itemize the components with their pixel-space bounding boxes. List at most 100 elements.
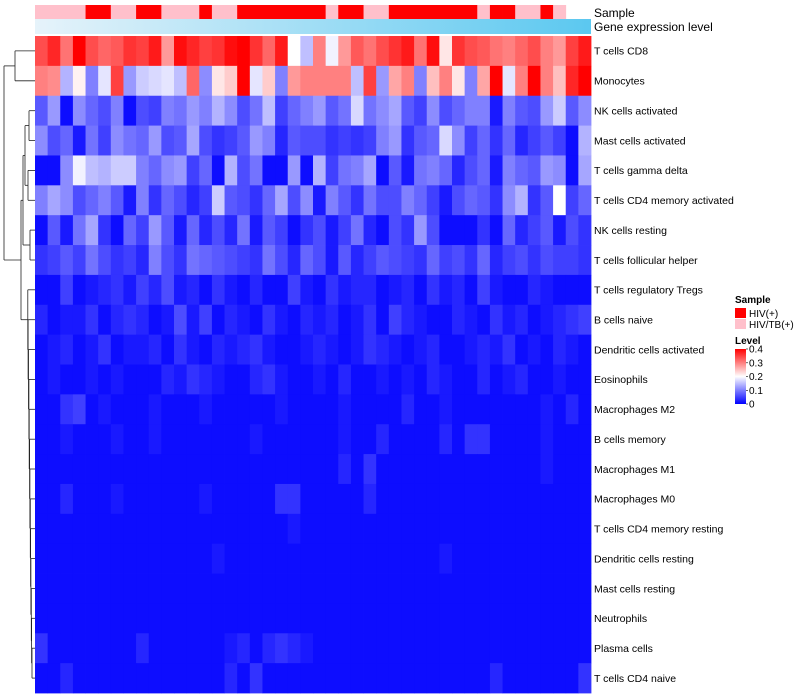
- heatmap-cell: [186, 603, 200, 634]
- heatmap-cell: [110, 424, 124, 455]
- heatmap-cell: [426, 215, 440, 246]
- heatmap-cell: [464, 245, 478, 276]
- heatmap-cell: [35, 424, 49, 455]
- heatmap-cell: [578, 274, 592, 306]
- heatmap-cell: [363, 364, 377, 395]
- heatmap-cell: [426, 36, 440, 67]
- heatmap-cell: [85, 454, 99, 485]
- heatmap-cell: [60, 245, 74, 276]
- heatmap-cell: [85, 543, 99, 574]
- heatmap-cell: [98, 603, 112, 634]
- heatmap-cell: [439, 543, 453, 574]
- heatmap-cell: [224, 364, 238, 395]
- sample-annotation-cell: [388, 5, 402, 19]
- heatmap-cell: [464, 513, 478, 545]
- heatmap-cell: [98, 454, 112, 485]
- heatmap-cell: [85, 424, 99, 455]
- heatmap-cell: [553, 364, 567, 395]
- heatmap-cell: [211, 155, 225, 186]
- heatmap-cell: [376, 663, 390, 694]
- heatmap-cell: [136, 215, 150, 246]
- heatmap-cell: [287, 543, 301, 574]
- heatmap-cell: [275, 513, 289, 545]
- heatmap-cell: [515, 483, 529, 515]
- heatmap-cell: [148, 155, 162, 186]
- heatmap-cell: [211, 65, 225, 97]
- heatmap-cell: [565, 65, 579, 97]
- heatmap-cell: [161, 215, 175, 246]
- heatmap-cell: [148, 424, 162, 455]
- heatmap-cell: [325, 36, 339, 67]
- heatmap-cell: [388, 274, 402, 306]
- heatmap-cell: [211, 663, 225, 694]
- heatmap-cell: [515, 394, 529, 425]
- heatmap-cell: [224, 573, 238, 604]
- heatmap-cell: [489, 155, 503, 186]
- heatmap-cell: [35, 125, 49, 156]
- sample-annotation-cell: [237, 5, 251, 19]
- heatmap-cell: [224, 36, 238, 67]
- heatmap-cell: [565, 424, 579, 455]
- heatmap-cell: [72, 185, 86, 216]
- heatmap-cell: [211, 364, 225, 395]
- heatmap-cell: [237, 334, 251, 365]
- heatmap-cell: [578, 454, 592, 485]
- heatmap-cell: [199, 215, 213, 246]
- heatmap-cell: [47, 125, 61, 156]
- heatmap-cell: [98, 663, 112, 694]
- heatmap-cell: [553, 513, 567, 545]
- heatmap-cell: [565, 454, 579, 485]
- heatmap-cell: [313, 36, 327, 67]
- heatmap-cell: [578, 603, 592, 634]
- heatmap-cell: [35, 215, 49, 246]
- heatmap-cell: [60, 603, 74, 634]
- heatmap-cell: [553, 573, 567, 604]
- heatmap-cell: [47, 663, 61, 694]
- heatmap-cell: [376, 394, 390, 425]
- heatmap-cell: [376, 95, 390, 126]
- heatmap-cell: [401, 364, 415, 395]
- heatmap-cell: [275, 304, 289, 336]
- heatmap-cell: [527, 603, 541, 634]
- heatmap-cell: [350, 36, 364, 67]
- heatmap-cell: [300, 65, 314, 97]
- heatmap-cell: [161, 334, 175, 365]
- heatmap-cell: [439, 424, 453, 455]
- heatmap-cell: [98, 633, 112, 664]
- heatmap-cell: [237, 543, 251, 574]
- heatmap-cell: [489, 573, 503, 604]
- heatmap-cell: [224, 95, 238, 126]
- heatmap-cell: [325, 304, 339, 336]
- heatmap-cell: [540, 274, 554, 306]
- sample-legend-title: Sample: [735, 295, 771, 306]
- heatmap-cell: [363, 513, 377, 545]
- heatmap-cell: [527, 394, 541, 425]
- heatmap-cell: [300, 573, 314, 604]
- heatmap-cell: [553, 334, 567, 365]
- heatmap-cell: [464, 663, 478, 694]
- heatmap-cell: [262, 513, 276, 545]
- heatmap-cell: [325, 394, 339, 425]
- heatmap-cell: [363, 185, 377, 216]
- sample-annotation-cell: [72, 5, 86, 19]
- heatmap-cell: [249, 394, 263, 425]
- heatmap-cell: [414, 603, 428, 634]
- heatmap-cell: [35, 454, 49, 485]
- heatmap-cell: [578, 95, 592, 126]
- heatmap-cell: [565, 304, 579, 336]
- heatmap-cell: [338, 274, 352, 306]
- heatmap-cell: [85, 394, 99, 425]
- heatmap-cell: [350, 125, 364, 156]
- heatmap-cell: [527, 543, 541, 574]
- heatmap-cell: [540, 155, 554, 186]
- heatmap-cell: [72, 334, 86, 365]
- row-label: Macrophages M2: [594, 404, 675, 416]
- heatmap-cell: [376, 155, 390, 186]
- heatmap-cell: [338, 603, 352, 634]
- heatmap-cell: [426, 543, 440, 574]
- heatmap-cell: [363, 95, 377, 126]
- heatmap-cell: [35, 573, 49, 604]
- heatmap-cell: [199, 633, 213, 664]
- heatmap-cell: [174, 155, 188, 186]
- heatmap-cell: [85, 603, 99, 634]
